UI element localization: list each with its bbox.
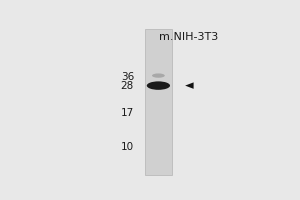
Polygon shape — [185, 82, 194, 89]
Bar — [145, 29, 172, 175]
Text: 36: 36 — [121, 72, 134, 82]
Text: m.NIH-3T3: m.NIH-3T3 — [159, 32, 218, 42]
Ellipse shape — [152, 73, 165, 78]
Text: 17: 17 — [121, 108, 134, 118]
Text: 28: 28 — [121, 81, 134, 91]
Text: 10: 10 — [121, 142, 134, 152]
Ellipse shape — [147, 81, 170, 90]
